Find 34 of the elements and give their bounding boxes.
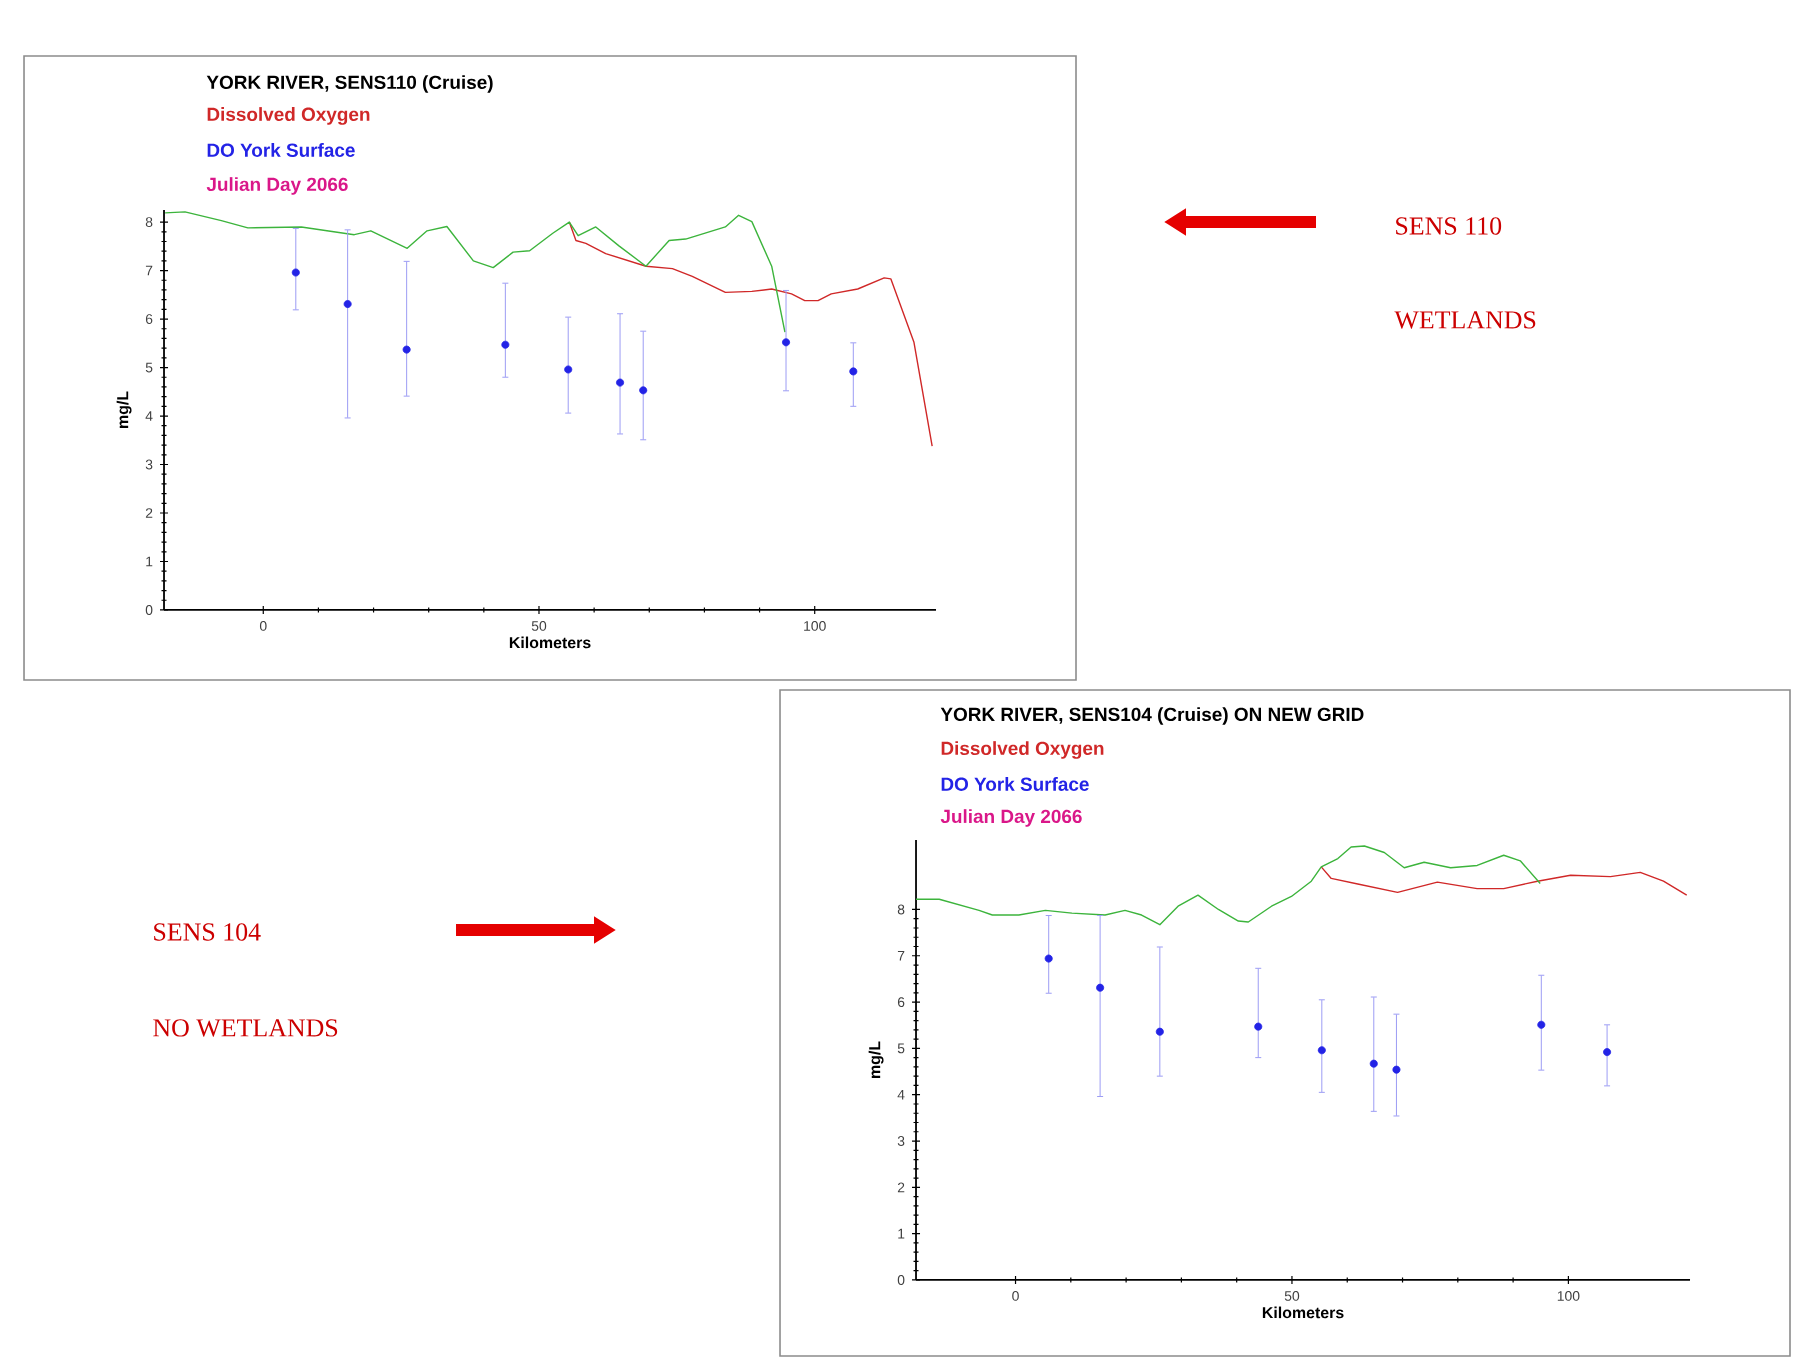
point	[564, 365, 573, 374]
text: SENS 110	[1396, 217, 1502, 235]
point	[1044, 954, 1053, 963]
point	[1392, 1065, 1401, 1074]
point	[1155, 1027, 1164, 1036]
text: Dissolved Oxygen	[207, 107, 370, 125]
text: Julian Day 2066	[940, 809, 1082, 827]
line-series	[1320, 866, 1688, 896]
point	[291, 268, 300, 277]
point	[501, 340, 510, 349]
point	[1603, 1048, 1612, 1057]
line-series	[915, 845, 1541, 926]
text: WETLANDS	[1394, 311, 1536, 329]
point	[616, 378, 625, 387]
text: Dissolved Oxygen	[941, 741, 1104, 759]
point	[1254, 1022, 1263, 1031]
text: DO York Surface	[207, 143, 355, 157]
chart-title: YORK RIVER, SENS110 (Cruise)	[206, 75, 493, 93]
point	[1369, 1059, 1378, 1068]
point	[639, 386, 648, 395]
point	[1537, 1020, 1546, 1029]
text: Julian Day 2066	[206, 177, 348, 195]
chart-title: YORK RIVER, SENS104 (Cruise) ON NEW GRID	[940, 707, 1364, 725]
point	[1096, 983, 1105, 992]
text: NO WETLANDS	[153, 1019, 338, 1037]
text: SENS 104	[154, 923, 261, 941]
point	[849, 367, 858, 376]
point	[782, 338, 791, 347]
point	[402, 345, 411, 354]
line-series	[568, 221, 933, 447]
line-series	[164, 211, 786, 333]
point	[1317, 1046, 1326, 1055]
point	[343, 300, 352, 309]
text: DO York Surface	[941, 777, 1089, 791]
